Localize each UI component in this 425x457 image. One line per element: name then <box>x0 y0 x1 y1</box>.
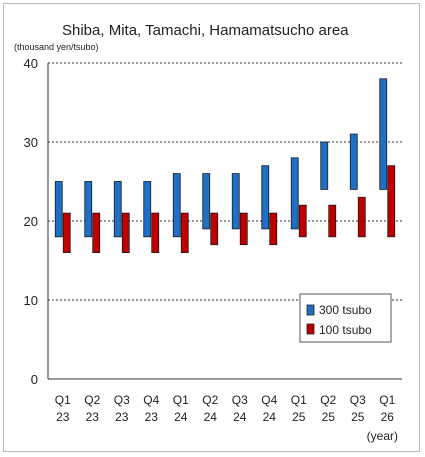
x-tick-year: 24 <box>204 410 218 424</box>
x-tick-quarter: Q4 <box>261 393 277 407</box>
bar-300-tsubo <box>202 173 211 230</box>
x-tick-year: 23 <box>86 410 100 424</box>
x-tick-quarter: Q3 <box>232 393 248 407</box>
bar-100-tsubo <box>121 212 130 254</box>
bar-300-tsubo <box>113 181 122 238</box>
bar-300-tsubo <box>231 173 240 230</box>
gridlines <box>47 62 402 380</box>
x-tick-quarter: Q1 <box>55 393 71 407</box>
x-tick-quarter: Q1 <box>291 393 307 407</box>
x-tick-year: 26 <box>381 410 395 424</box>
legend-box <box>299 293 392 343</box>
y-axis-unit-label: (thousand yen/tsubo) <box>14 42 99 52</box>
x-tick-quarter: Q2 <box>320 393 336 407</box>
x-tick-quarter: Q2 <box>84 393 100 407</box>
bar-100-tsubo <box>328 204 337 238</box>
x-tick-year: 23 <box>56 410 70 424</box>
bar-300-tsubo <box>320 141 329 190</box>
chart-frame: Shiba, Mita, Tamachi, Hamamatsucho area … <box>3 3 420 452</box>
bars <box>54 78 396 254</box>
bar-300-tsubo <box>261 165 270 230</box>
bar-100-tsubo <box>92 212 101 254</box>
bar-100-tsubo <box>239 212 248 246</box>
bar-300-tsubo <box>54 181 63 238</box>
bar-100-tsubo <box>210 212 219 246</box>
x-tick-year: 24 <box>263 410 277 424</box>
range-bar-chart: Shiba, Mita, Tamachi, Hamamatsucho area … <box>14 22 402 443</box>
x-tick-quarter: Q1 <box>379 393 395 407</box>
bar-300-tsubo <box>349 133 358 190</box>
x-tick-year: 23 <box>115 410 129 424</box>
bar-100-tsubo <box>387 165 396 238</box>
bar-300-tsubo <box>84 181 93 238</box>
x-tick-year: 24 <box>233 410 247 424</box>
bar-100-tsubo <box>269 212 278 246</box>
x-tick-quarter: Q1 <box>173 393 189 407</box>
x-tick-year: 25 <box>292 410 306 424</box>
y-tick-label: 0 <box>31 372 38 387</box>
legend: 300 tsubo 100 tsubo <box>299 293 392 343</box>
bar-300-tsubo <box>379 78 388 190</box>
bar-100-tsubo <box>151 212 160 254</box>
legend-swatch-100-tsubo <box>306 323 315 335</box>
bar-100-tsubo <box>298 204 307 238</box>
y-axis-ticks: 0 10 20 30 40 <box>24 56 38 387</box>
legend-label-300-tsubo: 300 tsubo <box>319 303 372 317</box>
y-tick-label: 10 <box>24 293 38 308</box>
legend-label-100-tsubo: 100 tsubo <box>319 323 372 337</box>
x-tick-quarter: Q3 <box>114 393 130 407</box>
legend-swatch-300-tsubo <box>306 304 315 316</box>
y-tick-label: 40 <box>24 56 38 71</box>
bar-300-tsubo <box>290 157 299 230</box>
bar-100-tsubo <box>62 212 71 254</box>
y-tick-label: 30 <box>24 135 38 150</box>
x-tick-quarter: Q2 <box>202 393 218 407</box>
x-tick-year: 25 <box>351 410 365 424</box>
bar-300-tsubo <box>172 173 181 238</box>
x-tick-year: 24 <box>174 410 188 424</box>
x-tick-year: 25 <box>322 410 336 424</box>
x-tick-year: 23 <box>145 410 159 424</box>
x-axis-year-label: (year) <box>367 429 398 443</box>
x-tick-quarter: Q4 <box>143 393 159 407</box>
bar-100-tsubo <box>180 212 189 254</box>
bar-300-tsubo <box>143 181 152 238</box>
x-axis-ticks: Q1 23 Q2 23 Q3 23 Q4 23 Q1 24 Q2 24 Q3 24 Q4 24 Q1 25 Q2 25… <box>55 393 396 424</box>
y-tick-label: 20 <box>24 214 38 229</box>
chart-title: Shiba, Mita, Tamachi, Hamamatsucho area <box>62 22 349 39</box>
x-tick-quarter: Q3 <box>350 393 366 407</box>
bar-100-tsubo <box>357 196 366 238</box>
